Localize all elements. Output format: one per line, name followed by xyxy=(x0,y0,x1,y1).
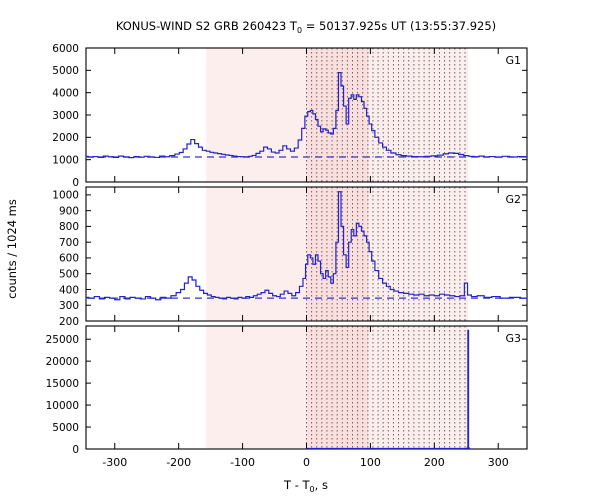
y-axis-label: counts / 1024 ms xyxy=(5,199,19,299)
ytick-label-G2-7: 900 xyxy=(59,205,79,217)
ytick-label-G3-3: 15000 xyxy=(46,378,79,390)
panel-label-G2: G2 xyxy=(505,193,521,206)
data-trace-G1 xyxy=(86,71,527,159)
data-trace-G3 xyxy=(306,329,471,450)
ytick-label-G2-0: 200 xyxy=(59,316,79,328)
xtick-label-3: 0 xyxy=(303,456,310,469)
xtick-label-4: 100 xyxy=(360,456,381,469)
ytick-label-G2-5: 700 xyxy=(59,237,79,249)
panel-label-G1: G1 xyxy=(505,54,521,67)
xtick-label-0: -300 xyxy=(102,456,127,469)
xtick-label-1: -200 xyxy=(166,456,191,469)
ytick-label-G1-6: 6000 xyxy=(52,43,79,55)
xtick-label-2: -100 xyxy=(230,456,255,469)
x-axis-label: T - T0, s xyxy=(283,478,328,494)
panel-label-G3: G3 xyxy=(505,332,521,345)
shaded-region-dark-pink-band xyxy=(306,48,369,182)
ytick-label-G1-3: 3000 xyxy=(52,110,79,122)
ytick-label-G2-4: 600 xyxy=(59,253,79,265)
ytick-label-G2-3: 500 xyxy=(59,269,79,281)
ytick-label-G1-0: 0 xyxy=(72,177,79,189)
ytick-label-G2-1: 300 xyxy=(59,300,79,312)
data-trace-G2 xyxy=(86,191,527,301)
figure-title: KONUS-WIND S2 GRB 260423 T0 = 50137.925s… xyxy=(116,19,496,35)
ytick-label-G2-2: 400 xyxy=(59,284,79,296)
xtick-label-5: 200 xyxy=(424,456,445,469)
ytick-label-G1-4: 4000 xyxy=(52,87,79,99)
xtick-label-6: 300 xyxy=(488,456,509,469)
ytick-label-G3-4: 20000 xyxy=(46,356,79,368)
ytick-label-G1-2: 2000 xyxy=(52,132,79,144)
ytick-label-G2-6: 800 xyxy=(59,221,79,233)
ytick-label-G3-5: 25000 xyxy=(46,334,79,346)
ytick-label-G3-1: 5000 xyxy=(52,422,79,434)
ytick-label-G1-1: 1000 xyxy=(52,154,79,166)
ytick-label-G3-2: 10000 xyxy=(46,400,79,412)
ytick-label-G1-5: 5000 xyxy=(52,65,79,77)
ytick-label-G2-8: 1000 xyxy=(52,190,79,202)
ytick-label-G3-0: 0 xyxy=(72,444,79,456)
